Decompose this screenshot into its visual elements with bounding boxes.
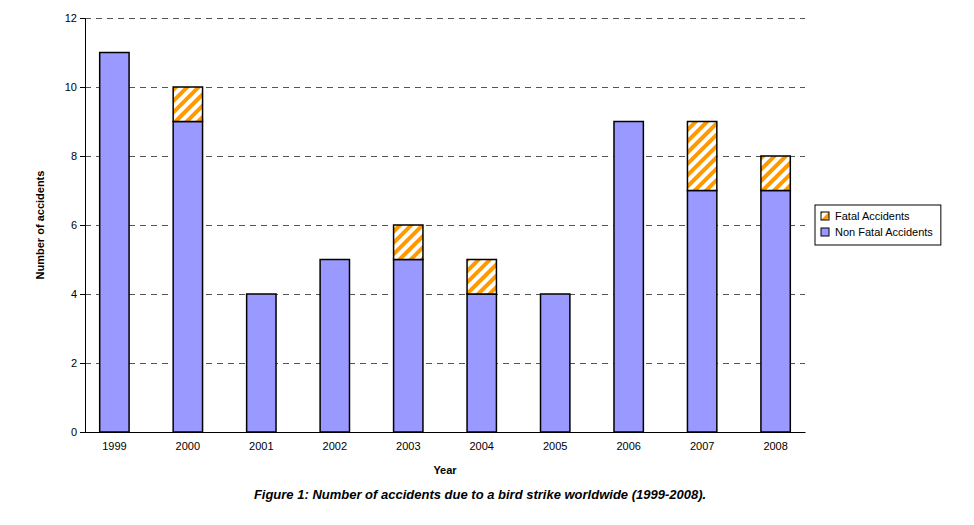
y-tick-mark: [80, 156, 85, 157]
y-axis-line: [80, 19, 86, 433]
x-axis-line: [86, 432, 806, 433]
bar: [687, 191, 716, 433]
bar: [614, 122, 643, 433]
x-tick: 2005: [543, 432, 567, 452]
bar: [614, 121, 643, 123]
x-tick-label: 2007: [690, 440, 714, 452]
x-tick: 2008: [763, 432, 787, 452]
y-tick-mark: [80, 432, 85, 433]
x-tick: 1999: [102, 432, 126, 452]
x-tick-label: 2006: [616, 440, 640, 452]
x-tick: 2000: [176, 432, 200, 452]
bar: [761, 191, 790, 433]
x-tick-label: 2005: [543, 440, 567, 452]
series: [100, 53, 791, 433]
y-tick-label: 4: [71, 288, 77, 300]
y-tick-label: 12: [65, 12, 77, 24]
x-tick: 2003: [396, 432, 420, 452]
x-tick-label: 2003: [396, 440, 420, 452]
bar: [687, 122, 716, 191]
x-tick: 2007: [690, 432, 714, 452]
series: [173, 87, 790, 294]
grid: [85, 18, 805, 432]
y-tick-label: 0: [71, 426, 77, 438]
bar: [394, 260, 423, 433]
x-tick: 2002: [323, 432, 347, 452]
x-tick-label: 2002: [323, 440, 347, 452]
y-tick-mark: [80, 225, 85, 226]
bar: [761, 156, 790, 191]
bar: [173, 122, 202, 433]
y-tick-mark: [80, 87, 85, 88]
legend-swatch: [821, 228, 829, 236]
title: Figure 1: Number of accidents due to a b…: [254, 487, 706, 502]
y-tick-label: 8: [71, 150, 77, 162]
y-axis-title: Number of accidents: [34, 171, 46, 280]
x-tick-label: 2001: [249, 440, 273, 452]
legend-label: Non Fatal Accidents: [835, 226, 933, 238]
bar: [394, 225, 423, 260]
x-tick-label: 2008: [763, 440, 787, 452]
y-tick: 0: [71, 426, 85, 438]
bar: [541, 293, 570, 295]
bar: [320, 260, 349, 433]
x-tick-label: 2000: [176, 440, 200, 452]
bar: [467, 260, 496, 295]
bar: [100, 53, 129, 433]
x-tick: 2004: [469, 432, 493, 452]
chart: 0 2 4 6 8 10 12 1999 2000 2001 2002 2003 2004 2005 200…: [0, 0, 974, 525]
y-tick-label: 10: [65, 81, 77, 93]
bar: [247, 294, 276, 432]
x-tick-label: 2004: [469, 440, 493, 452]
x-tick: 2006: [616, 432, 640, 452]
y-tick-label: 6: [71, 219, 77, 231]
bar: [320, 259, 349, 261]
bar: [467, 294, 496, 432]
y-axis: 0 2 4 6 8 10 12: [65, 12, 86, 438]
y-tick: 12: [65, 12, 85, 24]
x-axis: 1999 2000 2001 2002 2003 2004 2005 2006 2007 2008: [86, 432, 806, 452]
grid-line: [85, 18, 805, 19]
y-tick-mark: [80, 363, 85, 364]
y-tick-mark: [80, 18, 85, 19]
bar: [100, 52, 129, 54]
y-tick: 10: [65, 81, 85, 93]
legend-label: Fatal Accidents: [835, 210, 910, 222]
bar: [541, 294, 570, 432]
y-tick: 2: [71, 357, 85, 369]
y-tick-label: 2: [71, 357, 77, 369]
y-tick-mark: [80, 294, 85, 295]
y-tick: 6: [71, 219, 85, 231]
legend-box: [815, 205, 941, 245]
x-axis-title: Year: [433, 464, 457, 476]
y-tick: 8: [71, 150, 85, 162]
bars: [100, 53, 791, 433]
bar: [247, 293, 276, 295]
legend-swatch: [821, 212, 829, 220]
legend: Fatal Accidents Non Fatal Accidents: [815, 205, 941, 245]
x-tick-label: 1999: [102, 440, 126, 452]
y-tick: 4: [71, 288, 85, 300]
bar: [173, 87, 202, 122]
x-tick: 2001: [249, 432, 273, 452]
